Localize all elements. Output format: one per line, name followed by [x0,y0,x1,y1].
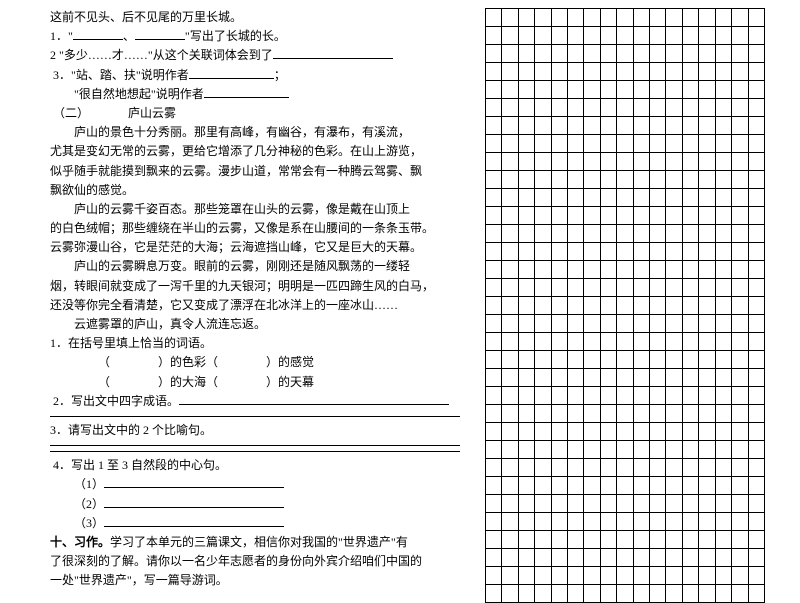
blank[interactable] [135,39,185,40]
q2-line: 2 "多少……才……"从这个关联词体会到了 [50,46,475,65]
para: 的白色绒帽；那些缠绕在半山的云雾，又像是系在山腰间的一条条玉带。 [50,219,475,238]
para: 了很深刻的了解。请你以一名少年志愿者的身份向外宾介绍咱们中国的 [50,552,475,571]
writing-grid[interactable] [485,8,765,603]
sub: （1） [50,475,475,494]
section-2-head: （二） 庐山云雾 [50,104,475,123]
blank-group: （ ）的色彩（ ）的感觉 [50,353,475,372]
blank[interactable] [73,39,123,40]
underline[interactable] [50,450,460,452]
para: 飘欲仙的感觉。 [50,181,475,200]
line: 这前不见头、后不见尾的万里长城。 [50,8,475,27]
q3b-line: "很自然地想起"说明作者 [50,85,475,104]
para: 还没等你完全看清楚，它又变成了漂浮在北冰洋上的一座冰山…… [50,296,475,315]
blank[interactable] [104,507,284,508]
blank[interactable] [179,404,449,405]
section-ten: 十、习作。学习了本单元的三篇课文，相信你对我国的"世界遗产"有 [50,533,475,552]
para: 庐山的景色十分秀丽。那里有高峰，有幽谷，有瀑布，有溪流， [50,123,475,142]
para: 烟，转眼间就变成了一泻千里的九天银河；明明是一匹四蹄生风的白马， [50,277,475,296]
para: 云遮雾罩的庐山，真令人流连忘返。 [50,315,475,334]
para: 云雾弥漫山谷，它是茫茫的大海；云海遮挡山峰，它又是巨大的天幕。 [50,238,475,257]
para: 庐山的云雾千姿百态。那些笼罩在山头的云雾，像是戴在山顶上 [50,200,475,219]
writing-grid-column [485,0,765,565]
text-column: 这前不见头、后不见尾的万里长城。 1．"、"写出了长城的长。 2 "多少……才…… [0,0,485,565]
q1-line: 1．"、"写出了长城的长。 [50,27,475,46]
para: 似乎随手就能摸到飘来的云雾。漫步山道，常常会有一种腾云驾雾、飘 [50,162,475,181]
blank[interactable] [104,487,284,488]
question: 3．请写出文中的 2 个比喻句。 [50,421,475,440]
para: 一处"世界遗产"，写一篇导游词。 [50,571,475,590]
blank[interactable] [273,58,393,59]
para: 庐山的云雾瞬息万变。眼前的云雾，刚刚还是随风飘荡的一缕轻 [50,257,475,276]
para: 尤其是变幻无常的云雾，更给它增添了几分神秘的色彩。在山上游览， [50,142,475,161]
blank[interactable] [189,78,274,79]
q3-line: 3．"站、踏、扶"说明作者； [50,66,475,85]
question: 2．写出文中四字成语。 [50,392,475,411]
sub: （3） [50,514,475,533]
blank[interactable] [204,97,289,98]
underline[interactable] [50,444,460,446]
blank[interactable] [104,526,284,527]
underline[interactable] [50,415,460,417]
question: 1．在括号里填上恰当的词语。 [50,334,475,353]
blank-group: （ ）的大海（ ）的天幕 [50,373,475,392]
question: 4．写出 1 至 3 自然段的中心句。 [50,456,475,475]
sub: （2） [50,495,475,514]
